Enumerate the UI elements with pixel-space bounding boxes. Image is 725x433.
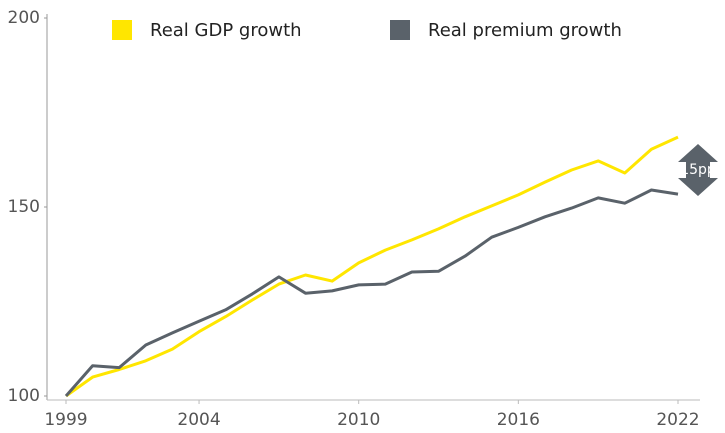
- x-tick-label: 2010: [337, 410, 380, 430]
- x-tick-label: 2004: [177, 410, 220, 430]
- y-tick-label: 100: [8, 386, 40, 406]
- y-tick-label: 150: [8, 197, 40, 217]
- annotation: 15pp: [680, 162, 716, 178]
- y-tick-label: 200: [8, 8, 40, 28]
- series-line: [65, 135, 679, 398]
- series-line: [64, 188, 679, 397]
- x-tick-label: 2022: [656, 410, 699, 430]
- x-tick-label: 1999: [44, 410, 87, 430]
- x-tick-label: 2016: [497, 410, 540, 430]
- legend-swatch: [112, 20, 132, 40]
- legend-swatch: [390, 20, 410, 40]
- legend-label: Real premium growth: [428, 20, 622, 41]
- legend-label: Real GDP growth: [150, 20, 302, 41]
- gap-arrow: [678, 144, 718, 196]
